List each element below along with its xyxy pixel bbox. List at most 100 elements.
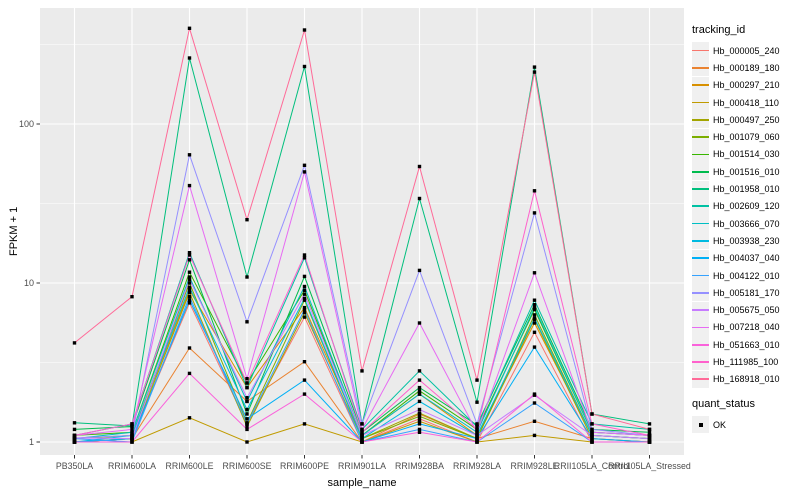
data-point <box>417 369 422 373</box>
legend-label: Hb_007218_040 <box>713 322 780 333</box>
data-point <box>187 183 192 188</box>
legend-key-line-icon <box>692 309 709 311</box>
legend-key-line-icon <box>692 49 709 52</box>
data-point <box>532 401 537 405</box>
data-point <box>245 320 249 324</box>
legend-item-Hb_001516_010: Hb_001516_010 <box>692 163 798 181</box>
data-point <box>532 305 537 310</box>
legend-label: Hb_001079_060 <box>713 132 780 143</box>
data-point <box>532 330 537 334</box>
data-point <box>417 419 422 423</box>
data-point <box>130 430 134 434</box>
data-point <box>417 430 422 434</box>
data-point <box>72 341 77 345</box>
legend-item-Hb_007218_040: Hb_007218_040 <box>692 318 798 336</box>
data-point <box>72 440 77 444</box>
data-point <box>187 251 192 255</box>
data-point <box>647 427 652 432</box>
legend-key-box <box>692 284 709 302</box>
data-point <box>72 427 77 432</box>
legend-key-box <box>692 336 709 354</box>
legend-label: Hb_000497_250 <box>713 114 780 125</box>
legend-key-box <box>692 111 709 129</box>
legend-label: Hb_000418_110 <box>713 97 779 108</box>
legend-label: Hb_168918_010 <box>713 374 780 385</box>
legend-key-box <box>692 59 709 77</box>
legend-key-line-icon <box>692 101 709 104</box>
data-point <box>590 422 594 426</box>
data-point <box>187 295 192 299</box>
data-point <box>130 427 134 432</box>
legend-key-line-icon <box>692 205 709 208</box>
legend-item-Hb_000189_180: Hb_000189_180 <box>692 59 798 77</box>
data-point <box>417 411 422 415</box>
data-point <box>475 378 479 382</box>
legend-item-Hb_051663_010: Hb_051663_010 <box>692 336 798 354</box>
data-point <box>245 396 249 400</box>
data-point <box>417 389 422 393</box>
data-point <box>187 56 192 60</box>
data-point <box>475 422 479 426</box>
legend-item-ok: OK <box>692 416 798 434</box>
data-point <box>302 256 307 260</box>
legend-key-box <box>692 267 709 284</box>
legend-key-line-icon <box>692 343 709 346</box>
data-point <box>72 436 77 440</box>
legend-key-line-icon <box>692 291 709 294</box>
data-point <box>245 407 249 412</box>
data-point <box>417 417 422 421</box>
data-point <box>475 436 479 441</box>
data-point <box>360 427 364 432</box>
legend-key-box <box>692 197 709 215</box>
legend-label: Hb_004122_010 <box>713 270 780 281</box>
legend-key-box <box>692 249 709 267</box>
data-point <box>417 407 422 412</box>
data-point <box>302 305 307 310</box>
data-point <box>302 274 307 279</box>
data-point <box>302 163 307 167</box>
data-point <box>417 378 422 382</box>
legend-item-Hb_001958_010: Hb_001958_010 <box>692 180 798 198</box>
data-point <box>532 433 537 438</box>
data-point <box>187 275 192 279</box>
data-point <box>187 26 192 30</box>
data-point <box>245 377 249 381</box>
legend-key-box <box>692 370 709 388</box>
x-tick-label: RRIM901LA <box>338 461 386 471</box>
data-point <box>647 430 652 434</box>
data-point <box>130 433 134 438</box>
legend-label: Hb_004037_040 <box>713 253 780 264</box>
legend-label: Hb_003938_230 <box>713 235 780 246</box>
x-tick-label: RRIM600LA <box>108 461 156 471</box>
data-point <box>130 436 134 441</box>
legend-label: Hb_000005_240 <box>713 45 780 56</box>
data-point <box>302 298 307 302</box>
legend: tracking_id Hb_000005_240 Hb_000189_180 Hb… <box>692 24 798 434</box>
legend-label: Hb_111985_100 <box>713 356 779 367</box>
data-point <box>360 430 364 434</box>
legend-item-Hb_004122_010: Hb_004122_010 <box>692 267 798 284</box>
legend-item-Hb_000497_250: Hb_000497_250 <box>692 111 798 129</box>
y-axis-title: FPKM + 1 <box>8 206 20 256</box>
data-point <box>590 430 594 434</box>
data-point <box>532 211 537 215</box>
legend-label: Hb_051663_010 <box>713 339 780 350</box>
data-point <box>187 281 192 285</box>
data-point <box>647 433 652 438</box>
legend-key-line-icon <box>692 153 709 156</box>
y-tick-label: 10 <box>23 277 34 288</box>
data-point <box>360 422 364 426</box>
legend-key-box <box>692 163 709 181</box>
x-tick-label: RRII105LA_Stressed <box>608 461 691 471</box>
x-tick-label: RRIM928LE <box>510 461 559 471</box>
data-point <box>475 427 479 432</box>
x-tick-label: RRIM600LE <box>165 461 214 471</box>
data-point <box>187 371 192 376</box>
legend-key-line-icon <box>692 274 709 277</box>
data-point <box>302 392 307 396</box>
data-point <box>187 301 192 305</box>
data-point <box>532 419 537 423</box>
data-point <box>417 427 422 432</box>
